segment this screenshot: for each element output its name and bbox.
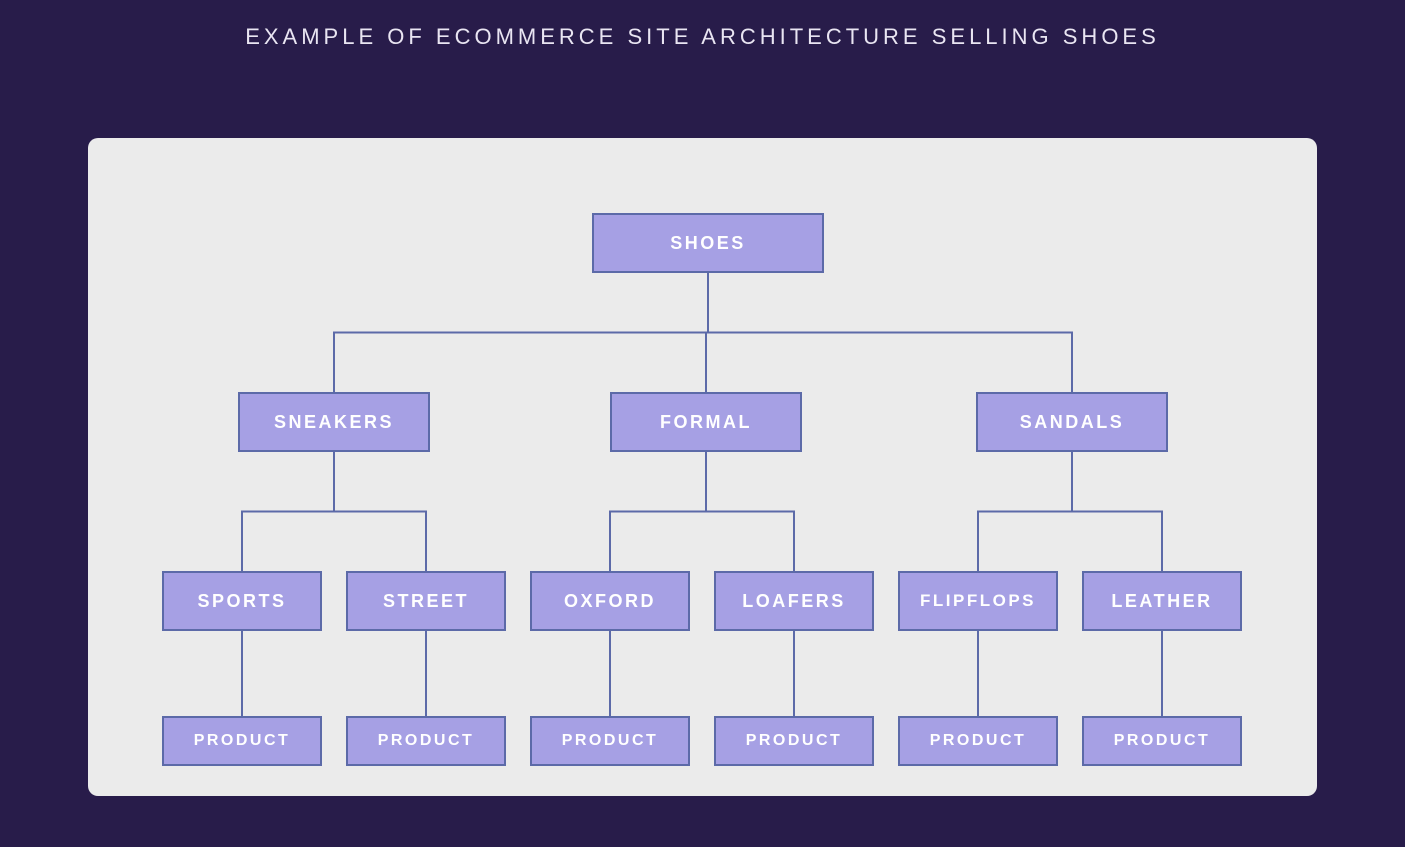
node-oxford: OXFORD (530, 571, 690, 631)
node-flipflops: FLIPFLOPS (898, 571, 1058, 631)
node-p_sports: PRODUCT (162, 716, 322, 766)
diagram-stage: EXAMPLE OF ECOMMERCE SITE ARCHITECTURE S… (0, 0, 1405, 847)
node-sports: SPORTS (162, 571, 322, 631)
node-p_flipflops: PRODUCT (898, 716, 1058, 766)
node-street: STREET (346, 571, 506, 631)
node-p_leather: PRODUCT (1082, 716, 1242, 766)
node-p_street: PRODUCT (346, 716, 506, 766)
node-shoes: SHOES (592, 213, 824, 273)
node-leather: LEATHER (1082, 571, 1242, 631)
node-sneakers: SNEAKERS (238, 392, 430, 452)
diagram-title: EXAMPLE OF ECOMMERCE SITE ARCHITECTURE S… (0, 24, 1405, 50)
node-p_oxford: PRODUCT (530, 716, 690, 766)
node-p_loafers: PRODUCT (714, 716, 874, 766)
node-loafers: LOAFERS (714, 571, 874, 631)
node-sandals: SANDALS (976, 392, 1168, 452)
node-formal: FORMAL (610, 392, 802, 452)
